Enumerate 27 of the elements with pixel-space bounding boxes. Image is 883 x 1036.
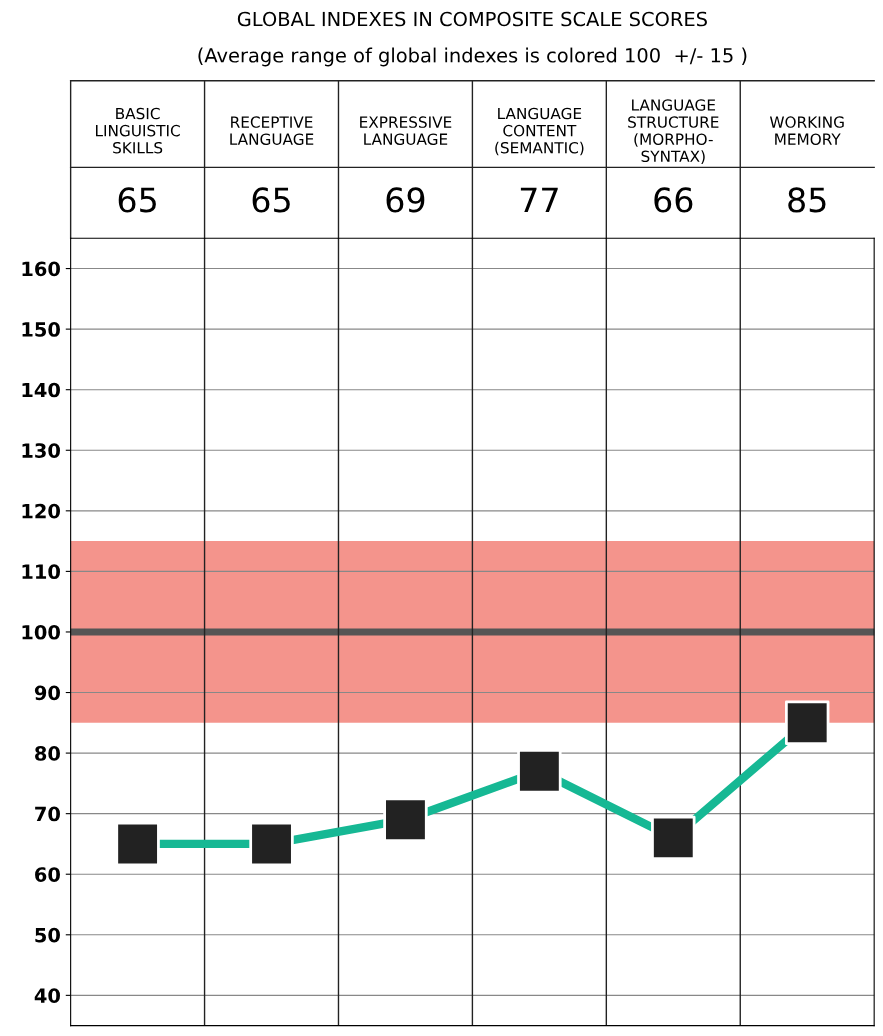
y-tick-label: 160 [22, 261, 60, 277]
text: 77 [520, 187, 558, 213]
chart-subtitle: (Average range of global indexes is colored 100 +/- 15 ) [198, 47, 747, 67]
y-tick-label: 90 [34, 685, 60, 701]
y-tick-label: 110 [22, 564, 60, 580]
text: 85 [788, 187, 826, 213]
text: 65 [118, 187, 156, 213]
x-tick-label: WORKING MEMORY [769, 116, 844, 145]
y-tick-label: 100 [22, 624, 60, 640]
y-tick-label: 70 [35, 806, 60, 822]
y-tick-label: 60 [35, 867, 60, 882]
y-tick-label: 40 [34, 988, 60, 1004]
x-tick-label: EXPRESSIVE LANGUAGE [360, 116, 452, 145]
x-tick-label: LANGUAGE STRUCTURE (MORPHO- SYNTAX) [628, 99, 719, 164]
text: 69 [386, 187, 425, 213]
y-tick-label: 150 [22, 322, 60, 337]
y-tick-label: 80 [35, 746, 60, 761]
y-tick-label: 130 [22, 443, 60, 458]
y-tick-label: 120 [22, 503, 60, 519]
x-tick-label: RECEPTIVE LANGUAGE [230, 116, 314, 145]
x-tick-label: LANGUAGE CONTENT (SEMANTIC) [495, 107, 584, 156]
text: 65 [252, 187, 290, 213]
y-tick-label: 140 [22, 382, 60, 398]
y-tick-label: 50 [35, 927, 60, 943]
text: 66 [654, 187, 693, 213]
chart-title: GLOBAL INDEXES IN COMPOSITE SCALE SCORES [237, 11, 707, 27]
x-tick-label: BASIC LINGUISTIC SKILLS [96, 107, 180, 154]
